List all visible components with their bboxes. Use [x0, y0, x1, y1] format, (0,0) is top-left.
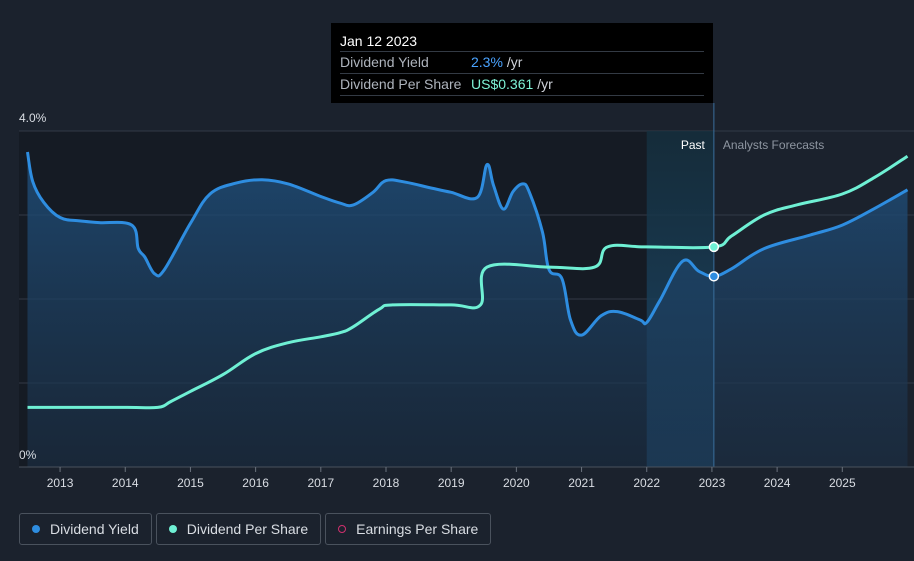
- legend-dot-icon: [168, 525, 177, 533]
- dividend-yield-line: [26, 151, 909, 337]
- tooltip-date: Jan 12 2023: [340, 31, 704, 52]
- legend-label: Dividend Yield: [50, 521, 139, 537]
- tooltip-yield-label: Dividend Yield: [340, 54, 429, 70]
- x-tick-label: 2020: [503, 476, 530, 490]
- legend-label: Dividend Per Share: [186, 521, 309, 537]
- y-tick-label-top: 4.0%: [19, 111, 47, 125]
- x-tick-label: 2018: [373, 476, 400, 490]
- x-tick-label: 2024: [764, 476, 791, 490]
- x-tick-label: 2022: [633, 476, 660, 490]
- x-tick-label: 2023: [699, 476, 726, 490]
- x-tick-label: 2019: [438, 476, 465, 490]
- legend-dividend-yield[interactable]: Dividend Yield: [19, 513, 152, 545]
- tooltip-yield-unit: /yr: [506, 54, 523, 70]
- x-tick-label: 2017: [307, 476, 334, 490]
- analysts-forecasts-label: Analysts Forecasts: [723, 138, 824, 152]
- x-tick-label: 2015: [177, 476, 204, 490]
- x-axis-ticks: 2013 2014 2015 2016 2017 2018 2019 2020 2021 2022…: [47, 467, 856, 490]
- tooltip-dps-label: Dividend Per Share: [340, 76, 462, 92]
- dividend-per-share-marker: [708, 241, 720, 253]
- tooltip-dps-value: US$0.361: [471, 76, 534, 92]
- x-tick-label: 2025: [829, 476, 856, 490]
- past-label: Past: [681, 138, 706, 152]
- tooltip-row-dps: Dividend Per Share US$0.361 /yr: [340, 74, 704, 96]
- x-tick-label: 2021: [568, 476, 595, 490]
- tooltip-row-yield: Dividend Yield 2.3% /yr: [340, 52, 704, 74]
- y-tick-label-bottom: 0%: [19, 448, 37, 462]
- x-tick-label: 2014: [112, 476, 139, 490]
- tooltip: Jan 12 2023 Dividend Yield 2.3% /yr Divi…: [331, 23, 713, 103]
- legend-label: Earnings Per Share: [356, 521, 479, 537]
- tooltip-dps-unit: /yr: [537, 76, 553, 92]
- x-tick-label: 2013: [47, 476, 74, 490]
- legend-dot-icon: [32, 525, 40, 533]
- legend: Dividend Yield Dividend Per Share Earnin…: [19, 513, 492, 545]
- dividend-per-share-line: [27, 154, 909, 410]
- x-tick-label: 2016: [242, 476, 269, 490]
- legend-dividend-per-share[interactable]: Dividend Per Share: [155, 513, 322, 545]
- legend-earnings-per-share[interactable]: Earnings Per Share: [325, 513, 492, 545]
- dividend-yield-marker: [708, 271, 720, 282]
- legend-ring-icon: [338, 525, 347, 533]
- dividend-yield-area: [27, 152, 908, 467]
- tooltip-yield-value: 2.3%: [471, 54, 503, 70]
